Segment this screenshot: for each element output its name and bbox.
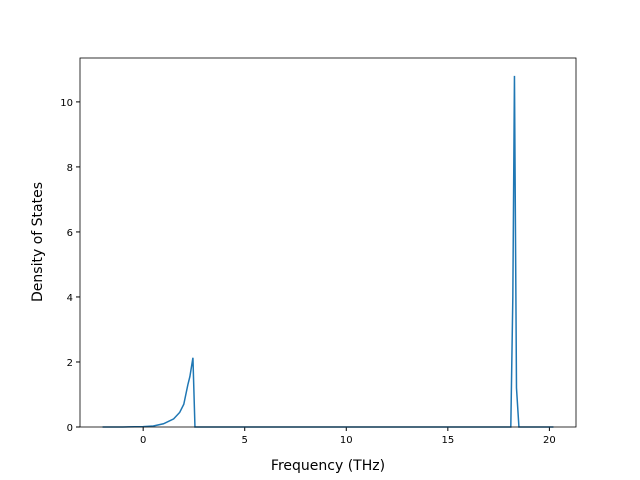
x-tick-label: 10: [340, 435, 353, 446]
y-tick-label: 8: [67, 163, 73, 174]
y-tick-label: 2: [67, 358, 73, 369]
x-axis-label: Frequency (THz): [271, 458, 385, 474]
x-tick-label: 0: [140, 435, 146, 446]
x-tick-label: 5: [242, 435, 248, 446]
y-tick-label: 4: [67, 293, 73, 304]
y-tick-label: 6: [67, 228, 73, 239]
y-tick-label: 10: [60, 98, 73, 109]
dos-line: [102, 75, 554, 428]
plot-frame: [79, 57, 577, 428]
x-tick-label: 15: [441, 435, 454, 446]
x-tick-label: 20: [543, 435, 556, 446]
y-tick-label: 0: [67, 423, 73, 434]
y-axis-label: Density of States: [30, 182, 46, 302]
